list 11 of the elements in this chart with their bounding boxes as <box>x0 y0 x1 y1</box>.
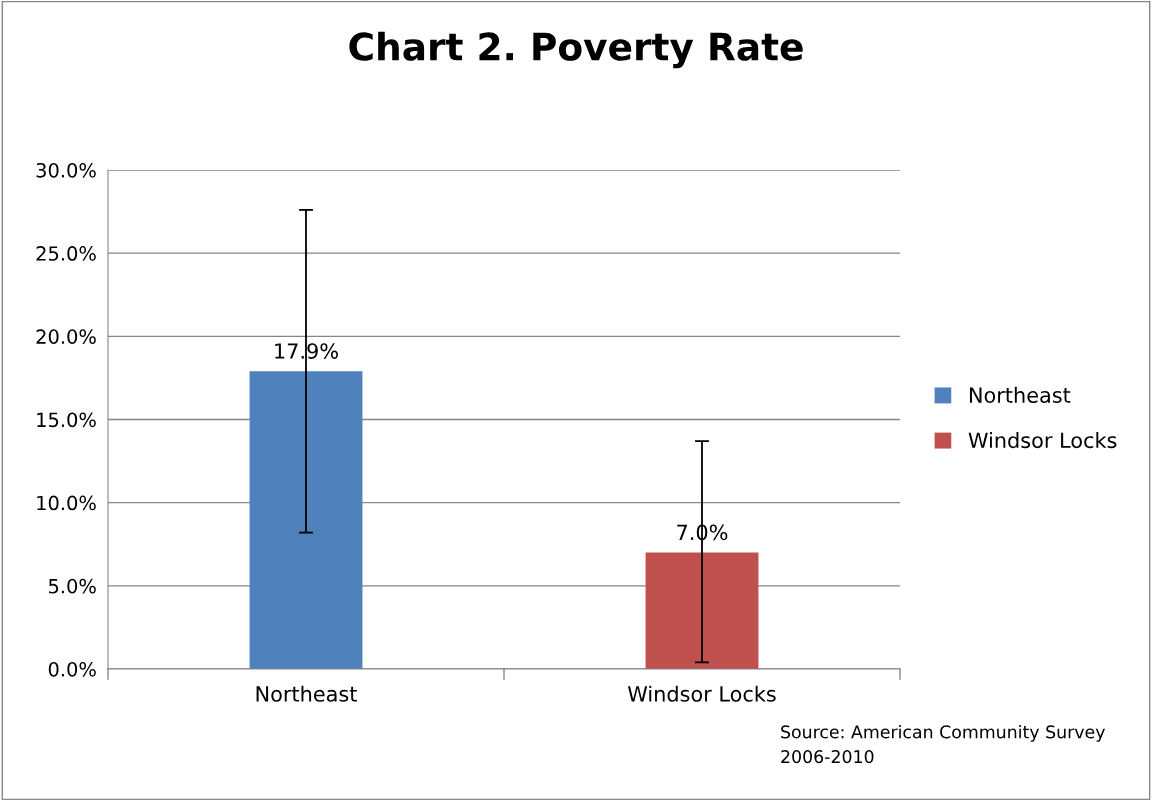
legend-label: Windsor Locks <box>968 432 1117 449</box>
y-tick-label: 5.0% <box>48 578 96 594</box>
y-tick-label: 30.0% <box>36 162 96 178</box>
y-tick-label: 25.0% <box>36 246 96 261</box>
chart-title: Chart 2. Poverty Rate <box>349 31 803 69</box>
legend-label: Northeast <box>969 386 1071 403</box>
y-tick-label: 20.0% <box>36 329 96 344</box>
y-tick-label: 15.0% <box>37 412 96 428</box>
y-tick-label: 10.0% <box>37 495 96 511</box>
y-tick-label: 0.0% <box>48 661 96 677</box>
source-note: Source: American Community Survey 2006-2010 <box>781 725 1105 764</box>
